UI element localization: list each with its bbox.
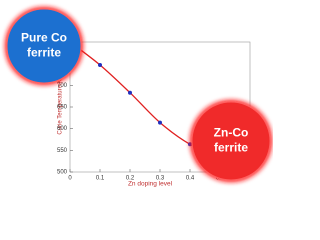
callout-text: ferrite bbox=[27, 46, 61, 60]
data-point bbox=[188, 142, 192, 147]
chart: Curie Temperature/K Zn doping level 500 5… bbox=[6, 8, 271, 188]
x-tick-label: 0.3 bbox=[156, 176, 165, 182]
y-tick-label: 550 bbox=[57, 148, 68, 154]
y-tick-label: 600 bbox=[57, 126, 68, 132]
callout-text: Zn-Co bbox=[214, 126, 249, 140]
x-tick-label: 0.1 bbox=[96, 176, 105, 182]
data-point bbox=[158, 120, 162, 125]
data-point bbox=[128, 90, 132, 95]
y-tick-label: 500 bbox=[57, 170, 68, 176]
y-tick-label: 700 bbox=[57, 83, 68, 89]
callout-bubble bbox=[191, 101, 271, 181]
x-tick-label: 0.2 bbox=[126, 176, 135, 182]
page: {"chart_data": {"type": "line", "x": [0,… bbox=[6, 8, 271, 188]
y-tick-label: 650 bbox=[57, 105, 68, 111]
callout-bubble bbox=[6, 8, 82, 84]
data-point bbox=[98, 62, 102, 67]
y-axis-label: Curie Temperature/K bbox=[58, 79, 64, 134]
x-axis-label: Zn doping level bbox=[128, 181, 173, 188]
callout-text: Pure Co bbox=[21, 31, 67, 45]
x-tick-label: 0 bbox=[68, 176, 72, 182]
callout-text: ferrite bbox=[214, 141, 248, 155]
x-tick-label: 0.4 bbox=[186, 176, 195, 182]
